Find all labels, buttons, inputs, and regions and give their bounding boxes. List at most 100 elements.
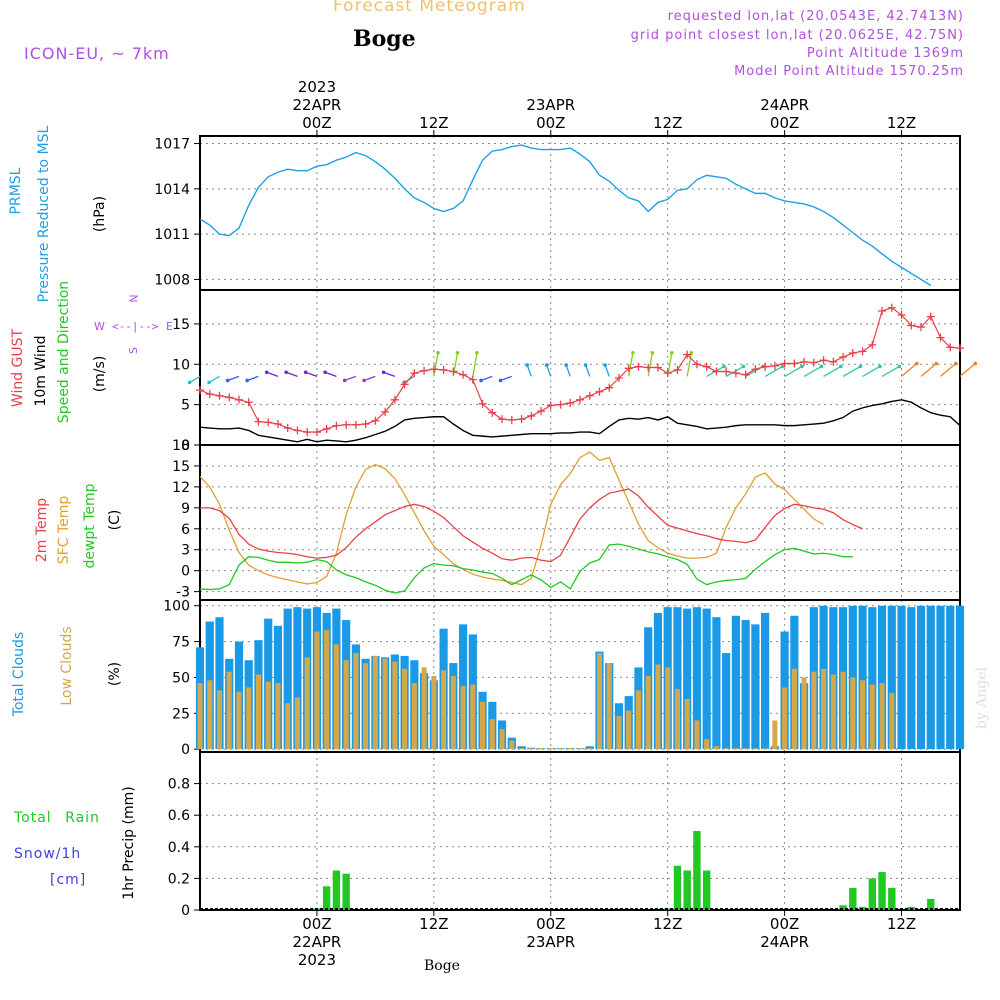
compass-north: N: [127, 294, 141, 303]
wind-arrow-head: [858, 364, 863, 369]
y-tick-label: 50: [172, 670, 190, 686]
wind-arrow: [881, 365, 900, 377]
gust-marker: [614, 373, 623, 382]
low-cloud-bar: [480, 701, 486, 750]
wind-arrow-head: [650, 350, 655, 355]
total-cloud-bar: [751, 624, 760, 750]
gust-marker: [741, 370, 750, 379]
rain-bar: [839, 905, 847, 910]
bottom-time-tick-label: 12Z: [887, 915, 916, 933]
wind-arrow-head: [245, 378, 249, 383]
wind-arrow: [725, 365, 744, 377]
low-cloud-bar: [860, 680, 866, 750]
pressure-label-2: Pressure Reduced to MSL: [36, 125, 52, 303]
low-cloud-bar: [596, 653, 603, 750]
gust-marker: [303, 428, 312, 437]
total-cloud-bar: [897, 605, 906, 750]
wind-arrow: [363, 375, 376, 382]
low-cloud-bar: [801, 677, 807, 750]
gust-marker: [322, 424, 331, 433]
gust-marker: [371, 416, 380, 425]
gust-marker: [196, 386, 204, 395]
gust-marker: [644, 363, 653, 372]
low-cloud-bar: [674, 688, 680, 750]
low-clouds-label: Low Clouds: [59, 626, 75, 706]
bottom-time-date-label: 23APR: [526, 933, 575, 951]
wind-arrow-head: [284, 370, 288, 375]
low-cloud-bar: [363, 663, 369, 750]
bottom-time-tick-label: 00Z: [302, 915, 331, 933]
gust-marker: [692, 360, 701, 369]
gust-marker: [858, 347, 867, 356]
wind-arrow: [940, 363, 957, 377]
rain-bar: [868, 878, 877, 910]
wind-arrow-head: [631, 350, 635, 355]
gust-marker: [332, 421, 341, 430]
gust-marker: [205, 390, 214, 399]
gust-marker: [576, 395, 584, 404]
wind-arrows: [187, 350, 978, 385]
requested-coords: requested lon,lat (20.0543E, 42.7413N): [667, 9, 964, 24]
sfc-temp-line: [199, 451, 824, 586]
gust-marker: [449, 367, 458, 376]
wind-arrow: [189, 375, 201, 383]
low-cloud-bar: [723, 748, 729, 750]
low-cloud-bar: [782, 687, 788, 750]
wind-compass: N W <--|--> E S: [90, 292, 180, 362]
footer-location: Boge: [424, 958, 460, 974]
wind-arrow-head: [362, 378, 366, 383]
total-cloud-bar: [585, 746, 594, 750]
top-time-date-label: 24APR: [760, 96, 809, 114]
gust-marker: [926, 312, 935, 321]
low-cloud-bar: [821, 668, 827, 750]
gust-marker: [839, 353, 848, 362]
y-tick-label: -3: [176, 585, 190, 601]
gust-marker: [361, 420, 370, 429]
wind-arrow: [227, 375, 240, 382]
wind-arrow: [246, 375, 259, 382]
low-cloud-bar: [411, 683, 417, 750]
bottom-time-year-label: 2023: [298, 951, 336, 969]
gust-marker: [556, 400, 565, 409]
low-cloud-bar: [548, 748, 554, 750]
rain-bar: [927, 898, 935, 910]
gust-marker: [312, 428, 321, 437]
top-time-tick-label: 12Z: [887, 114, 916, 132]
dewpt-label: dewpt Temp: [82, 483, 98, 569]
dewpt-line: [199, 543, 853, 594]
total-cloud-bar: [858, 605, 867, 750]
low-cloud-bar: [450, 676, 456, 750]
low-cloud-bar: [879, 683, 885, 750]
total-cloud-bar: [712, 617, 721, 750]
bottom-time-date-label: 22APR: [293, 933, 342, 951]
gust-marker: [254, 417, 263, 426]
total-cloud-bar: [722, 653, 731, 750]
wind-arrow-head: [973, 361, 978, 366]
low-cloud-bar: [470, 684, 476, 750]
wind-arrow-head: [897, 364, 902, 369]
low-cloud-bar: [333, 644, 339, 750]
low-cloud-bar: [519, 748, 525, 750]
wind-arrow-head: [264, 370, 269, 375]
wind-arrow: [585, 364, 591, 377]
compass-arrows: <--|-->: [112, 320, 159, 333]
gust-marker: [848, 348, 857, 357]
y-tick-label: 1017: [154, 137, 190, 153]
total-cloud-bar: [702, 608, 711, 750]
rain-bar: [888, 887, 896, 910]
wind-dir-label: Speed and Direction: [56, 280, 72, 424]
low-cloud-bar: [684, 698, 690, 750]
total-cloud-bar: [877, 605, 887, 750]
low-cloud-bar: [207, 680, 213, 750]
low-cloud-bar: [752, 748, 758, 750]
rain-bar: [683, 870, 691, 910]
wind-arrow: [920, 363, 937, 377]
top-time-tick-label: 00Z: [302, 114, 331, 132]
wind-arrow-head: [741, 364, 746, 369]
top-time-year-label: 2023: [298, 78, 336, 96]
low-cloud-bar: [382, 658, 388, 750]
low-cloud-bar: [372, 655, 378, 750]
wind-arrow: [803, 365, 822, 377]
wind-arrow-head: [603, 363, 607, 367]
